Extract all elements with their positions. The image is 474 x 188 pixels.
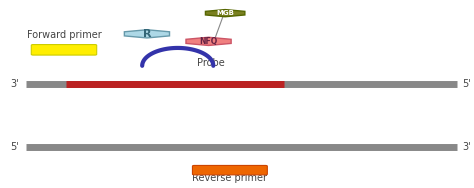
Text: Forward primer: Forward primer [27, 30, 101, 40]
Text: MGB: MGB [216, 10, 234, 16]
Text: 3': 3' [462, 142, 471, 152]
Text: R: R [143, 29, 151, 39]
Polygon shape [205, 10, 245, 17]
Text: 5': 5' [462, 79, 471, 89]
Text: Probe: Probe [197, 58, 225, 68]
FancyBboxPatch shape [31, 45, 97, 55]
FancyBboxPatch shape [192, 165, 267, 175]
Polygon shape [124, 30, 170, 38]
Polygon shape [186, 37, 231, 45]
Text: 3': 3' [10, 79, 19, 89]
Text: NFQ: NFQ [200, 37, 218, 46]
Text: Reverse primer: Reverse primer [192, 173, 267, 183]
Text: 5': 5' [10, 142, 19, 152]
